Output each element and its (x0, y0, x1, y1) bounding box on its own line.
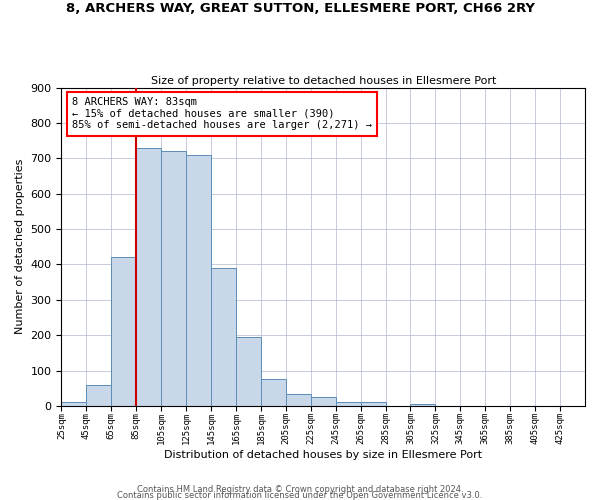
Bar (111, 258, 136, 406)
Bar (61, 402, 86, 406)
Text: 8 ARCHERS WAY: 83sqm
← 15% of detached houses are smaller (390)
85% of semi-deta: 8 ARCHERS WAY: 83sqm ← 15% of detached h… (72, 97, 372, 130)
Bar (136, 148, 161, 406)
Bar (211, 268, 236, 406)
Bar (186, 155, 211, 406)
Bar (161, 152, 186, 406)
Text: Contains public sector information licensed under the Open Government Licence v3: Contains public sector information licen… (118, 490, 482, 500)
X-axis label: Distribution of detached houses by size in Ellesmere Port: Distribution of detached houses by size … (164, 450, 482, 460)
Bar (335, 402, 361, 406)
Title: Size of property relative to detached houses in Ellesmere Port: Size of property relative to detached ho… (151, 76, 496, 86)
Y-axis label: Number of detached properties: Number of detached properties (15, 159, 25, 334)
Text: Contains HM Land Registry data © Crown copyright and database right 2024.: Contains HM Land Registry data © Crown c… (137, 485, 463, 494)
Bar (86, 384, 111, 406)
Bar (286, 394, 311, 406)
Bar (311, 397, 335, 406)
Bar (361, 402, 386, 406)
Bar (236, 337, 261, 406)
Bar (261, 380, 286, 406)
Text: 8, ARCHERS WAY, GREAT SUTTON, ELLESMERE PORT, CH66 2RY: 8, ARCHERS WAY, GREAT SUTTON, ELLESMERE … (65, 2, 535, 16)
Bar (410, 404, 436, 406)
